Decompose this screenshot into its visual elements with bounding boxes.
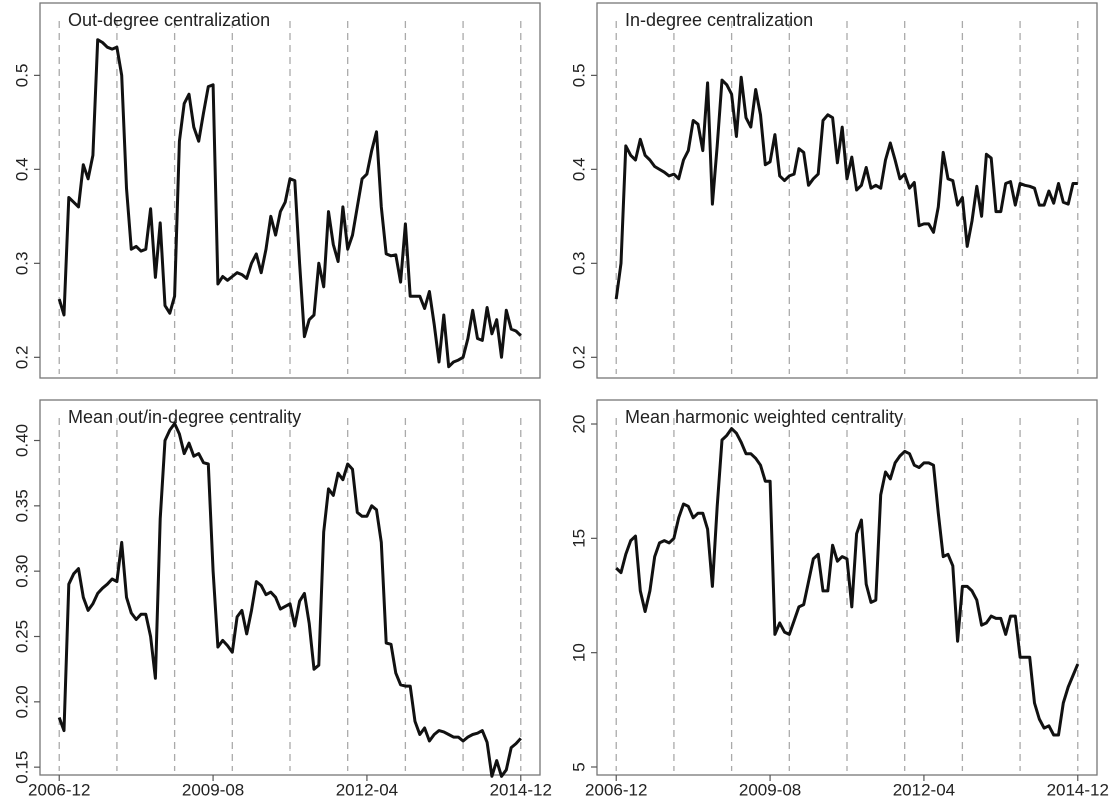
y-tick-label: 0.20 [12,685,31,718]
y-tick-label: 0.2 [569,346,588,370]
data-line [614,75,1078,300]
data-line [615,427,1080,737]
panel-title: In-degree centralization [625,10,813,30]
plot-frame [39,2,541,379]
x-tick-label: 2012-04 [336,780,398,799]
y-tick-label: 20 [569,415,588,434]
x-tick-label: 2014-12 [490,780,552,799]
y-tick-label: 0.5 [569,64,588,88]
y-tick-label: 0.30 [12,555,31,588]
y-tick-label: 0.2 [12,346,31,370]
x-tick-label: 2009-08 [182,780,244,799]
y-tick-label: 0.4 [569,158,588,182]
x-tick-label: 2014-12 [1047,780,1109,799]
y-tick-label: 0.15 [12,751,31,784]
panel-title: Out-degree centralization [68,10,270,30]
y-tick-label: 0.5 [12,64,31,88]
y-tick-label: 0.3 [12,252,31,276]
y-tick-label: 0.3 [569,252,588,276]
y-tick-label: 15 [569,529,588,548]
x-tick-label: 2012-04 [893,780,955,799]
plot-frame [596,399,1098,776]
panel-title: Mean harmonic weighted centrality [625,407,903,427]
plot-frame [39,399,541,776]
data-line [57,422,522,778]
x-tick-label: 2006-12 [28,780,90,799]
data-line [57,38,522,369]
x-tick-label: 2009-08 [739,780,801,799]
y-tick-label: 10 [569,643,588,662]
y-tick-label: 0.40 [12,424,31,457]
plot-frame [596,2,1098,379]
x-tick-label: 2006-12 [585,780,647,799]
y-tick-label: 0.25 [12,620,31,653]
y-tick-label: 0.35 [12,489,31,522]
panel-title: Mean out/in-degree centrality [68,407,301,427]
y-tick-label: 0.4 [12,158,31,182]
y-tick-label: 5 [569,762,588,771]
